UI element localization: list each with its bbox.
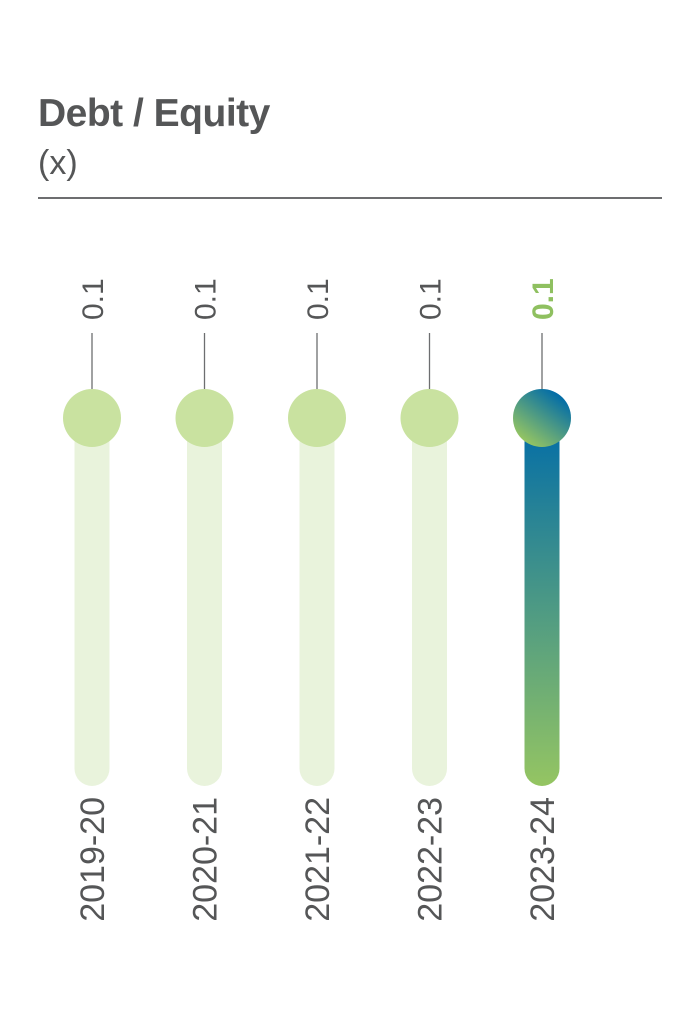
value-label: 0.1	[77, 278, 110, 320]
category-label: 2019-20	[74, 797, 112, 922]
value-label: 0.1	[527, 278, 560, 320]
bar-knob	[400, 389, 459, 447]
bar-knob	[513, 389, 571, 447]
bar	[412, 418, 447, 786]
value-label: 0.1	[415, 278, 448, 320]
value-label: 0.1	[190, 278, 223, 320]
chart-title: Debt / Equity	[38, 92, 270, 135]
category-label: 2023-24	[524, 797, 562, 922]
value-label: 0.1	[302, 278, 335, 320]
category-label: 2022-23	[412, 797, 450, 922]
bar-knob	[175, 389, 234, 447]
bar	[187, 418, 222, 786]
bar	[524, 418, 560, 786]
category-label: 2020-21	[187, 797, 225, 922]
bar	[74, 418, 110, 786]
bar-knob	[288, 389, 346, 447]
title-divider	[38, 197, 662, 199]
bar	[299, 418, 335, 786]
chart-unit: (x)	[38, 144, 78, 182]
category-label: 2021-22	[299, 797, 337, 922]
bar-knob	[63, 389, 121, 447]
